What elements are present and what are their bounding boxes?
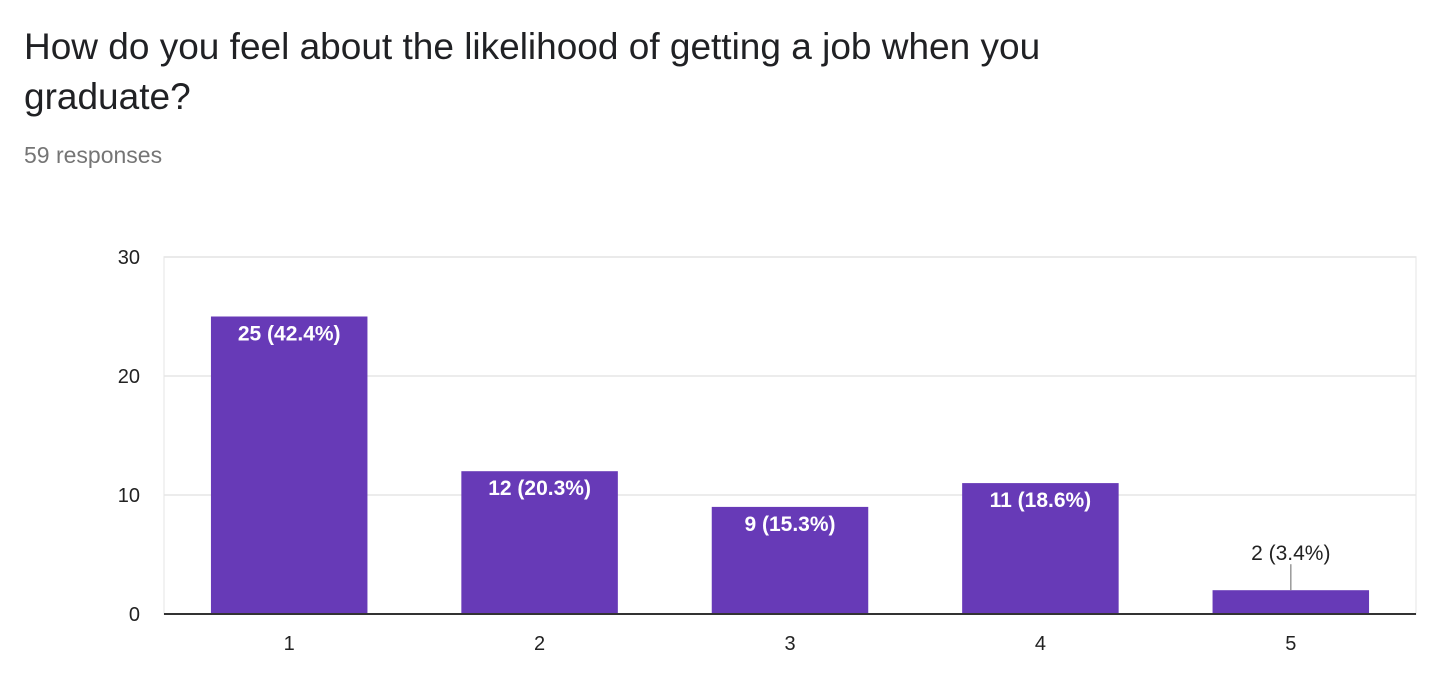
y-tick-label: 10 (118, 485, 140, 507)
bar-data-label: 11 (18.6%) (990, 489, 1092, 512)
x-tick-label: 4 (1035, 633, 1046, 655)
question-title: How do you feel about the likelihood of … (24, 26, 1041, 117)
response-count: 59 responses (24, 142, 163, 168)
x-tick-label: 1 (284, 633, 295, 655)
bar (210, 316, 368, 614)
bar-data-label: 12 (20.3%) (488, 477, 591, 500)
bar (962, 483, 1119, 614)
y-tick-label: 20 (118, 366, 140, 388)
bar (1212, 590, 1370, 614)
bar-data-label: 9 (15.3%) (744, 513, 835, 536)
x-tick-label: 5 (1285, 633, 1296, 655)
y-tick-label: 0 (129, 604, 140, 626)
bar-data-label: 25 (42.4%) (238, 323, 341, 346)
bar (461, 471, 618, 614)
x-tick-label: 2 (534, 633, 545, 655)
bar-data-label: 2 (3.4%) (1251, 542, 1330, 565)
y-tick-label: 30 (118, 247, 140, 269)
bar (711, 506, 869, 614)
x-tick-label: 3 (784, 633, 795, 655)
